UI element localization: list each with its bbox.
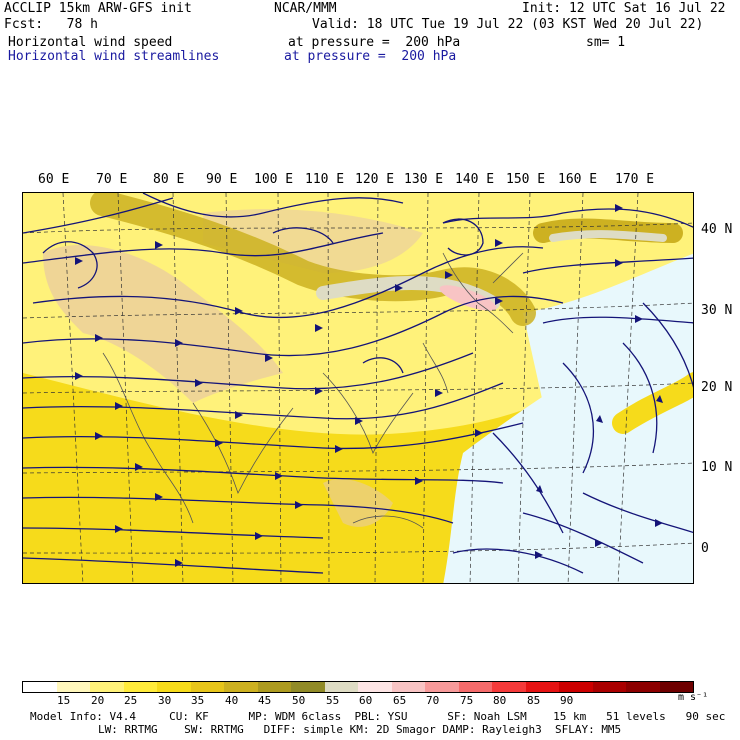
colorbar-swatch: [391, 682, 425, 692]
coastlines: [102, 252, 524, 529]
lon-label: 120 E: [355, 172, 395, 187]
wind-map-canvas: [23, 193, 693, 583]
calm-region: [443, 313, 693, 583]
colorbar-swatch: [157, 682, 191, 692]
colorbar-label: 50: [292, 694, 306, 707]
lon-label: 70 E: [96, 172, 128, 187]
colorbar-units: m s⁻¹: [678, 692, 709, 703]
colorbar-label: 90: [560, 694, 574, 707]
colorbar-label: 20: [91, 694, 105, 707]
colorbar: [22, 681, 694, 693]
init-time: Init: 12 UTC Sat 16 Jul 22: [522, 1, 726, 16]
colorbar-label: 45: [258, 694, 272, 707]
land-shading: [203, 209, 423, 273]
lon-label: 140 E: [455, 172, 495, 187]
colorbar-label: 35: [191, 694, 205, 707]
colorbar-swatch: [425, 682, 459, 692]
lon-label: 170 E: [615, 172, 655, 187]
colorbar-label: 80: [493, 694, 507, 707]
colorbar-label: 15: [57, 694, 71, 707]
colorbar-swatch: [626, 682, 660, 692]
lon-label: 150 E: [506, 172, 546, 187]
streamlines: [23, 193, 693, 574]
land-shading: [43, 244, 283, 403]
colorbar-swatch: [291, 682, 325, 692]
colorbar-swatch: [23, 682, 57, 692]
speed-fill-band: [23, 373, 583, 583]
colorbar-label: 70: [426, 694, 440, 707]
colorbar-swatch: [190, 682, 224, 692]
valid-time: Valid: 18 UTC Tue 19 Jul 22 (03 KST Wed …: [312, 17, 704, 32]
colorbar-swatch: [525, 682, 559, 692]
colorbar-swatch: [358, 682, 392, 692]
model-title: ACCLIP 15km ARW-GFS init: [4, 1, 192, 16]
field2-label: Horizontal wind streamlines: [8, 49, 220, 64]
wind-map: [22, 192, 694, 584]
lat-label: 10 N: [701, 460, 733, 475]
lat-label: 30 N: [701, 303, 733, 318]
jet-core: [612, 372, 693, 434]
colorbar-swatch: [123, 682, 157, 692]
model-info-line1: Model Info: V4.4 CU: KF MP: WDM 6class P…: [30, 710, 726, 723]
field1-label: Horizontal wind speed: [8, 35, 173, 50]
lat-label: 40 N: [701, 222, 733, 237]
colorbar-swatch: [56, 682, 90, 692]
colorbar-swatch: [559, 682, 593, 692]
lat-label: 20 N: [701, 380, 733, 395]
land-shading: [323, 479, 393, 527]
graticule: [23, 193, 693, 583]
jet-core: [549, 230, 667, 242]
smoothing-label: sm= 1: [586, 35, 626, 50]
colorbar-label: 30: [158, 694, 172, 707]
colorbar-label: 75: [460, 694, 474, 707]
colorbar-swatch: [224, 682, 258, 692]
colorbar-label: 60: [359, 694, 373, 707]
colorbar-swatch: [492, 682, 526, 692]
colorbar-label: 65: [393, 694, 407, 707]
lon-label: 100 E: [254, 172, 294, 187]
lon-label: 80 E: [153, 172, 185, 187]
colorbar-swatch: [90, 682, 124, 692]
field1-level: at pressure = 200 hPa: [288, 35, 461, 50]
colorbar-label: 40: [225, 694, 239, 707]
colorbar-swatch: [659, 682, 693, 692]
colorbar-label: 85: [527, 694, 541, 707]
lon-label: 160 E: [558, 172, 598, 187]
colorbar-swatch: [324, 682, 358, 692]
colorbar-label: 25: [124, 694, 138, 707]
lon-label: 90 E: [206, 172, 238, 187]
streamline-arrows: [75, 204, 663, 567]
lat-label: 0: [701, 541, 709, 556]
jet-core: [533, 218, 683, 243]
colorbar-swatch: [592, 682, 626, 692]
center-label: NCAR/MMM: [274, 1, 337, 16]
field2-level: at pressure = 200 hPa: [284, 49, 457, 64]
colorbar-swatch: [257, 682, 291, 692]
jet-max: [439, 285, 497, 311]
colorbar-swatch: [458, 682, 492, 692]
lon-label: 130 E: [404, 172, 444, 187]
lon-label: 110 E: [305, 172, 345, 187]
model-info-line2: LW: RRTMG SW: RRTMG DIFF: simple KM: 2D …: [98, 723, 622, 736]
forecast-hour: Fcst: 78 h: [4, 17, 98, 32]
colorbar-label: 55: [326, 694, 340, 707]
lon-label: 60 E: [38, 172, 70, 187]
